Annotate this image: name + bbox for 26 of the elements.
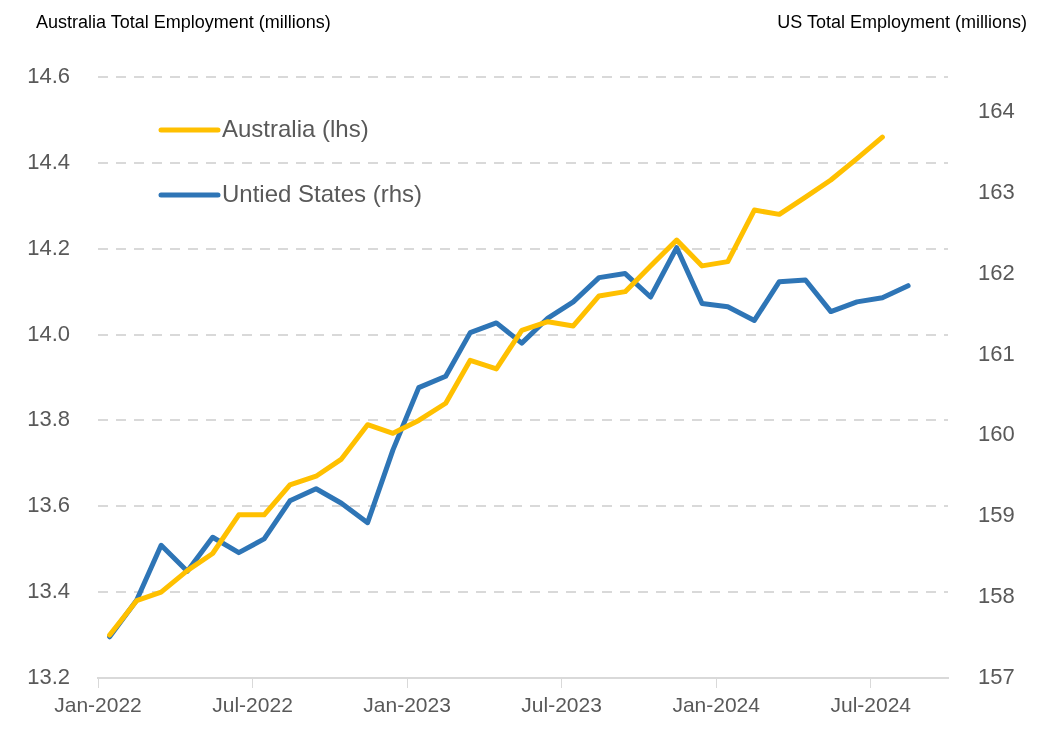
x-tick-label: Jul-2022 xyxy=(212,693,293,717)
y2-tick-label: 163 xyxy=(978,178,1015,204)
y2-tick-label: 161 xyxy=(978,340,1015,366)
y-tick-label: 14.2 xyxy=(27,234,70,260)
y2-tick-label: 164 xyxy=(978,97,1015,123)
x-tick-label: Jan-2022 xyxy=(54,693,142,717)
y-tick-label: 14.6 xyxy=(27,63,70,89)
y-tick-label: 13.2 xyxy=(27,664,70,690)
y-tick-label: 14.0 xyxy=(27,320,70,346)
legend-label: Untied States (rhs) xyxy=(222,179,423,207)
y-axis-title: Australia Total Employment (millions) xyxy=(36,12,331,33)
y-tick-label: 13.4 xyxy=(27,578,70,604)
y2-tick-label: 159 xyxy=(978,502,1015,528)
y2-axis-title: US Total Employment (millions) xyxy=(777,12,1027,33)
y-tick-label: 13.6 xyxy=(27,492,70,518)
x-tick-label: Jul-2023 xyxy=(521,693,602,717)
y2-tick-label: 160 xyxy=(978,421,1015,447)
x-tick-label: Jan-2024 xyxy=(672,693,761,717)
y2-tick-label: 158 xyxy=(978,583,1015,609)
y2-tick-label: 157 xyxy=(978,664,1015,690)
x-tick-label: Jan-2023 xyxy=(363,693,451,717)
y-tick-label: 13.8 xyxy=(27,406,70,432)
x-tick-label: Jul-2024 xyxy=(830,693,912,717)
y2-tick-label: 162 xyxy=(978,259,1015,285)
legend-label: Australia (lhs) xyxy=(222,114,369,142)
y-tick-label: 14.4 xyxy=(27,148,70,174)
